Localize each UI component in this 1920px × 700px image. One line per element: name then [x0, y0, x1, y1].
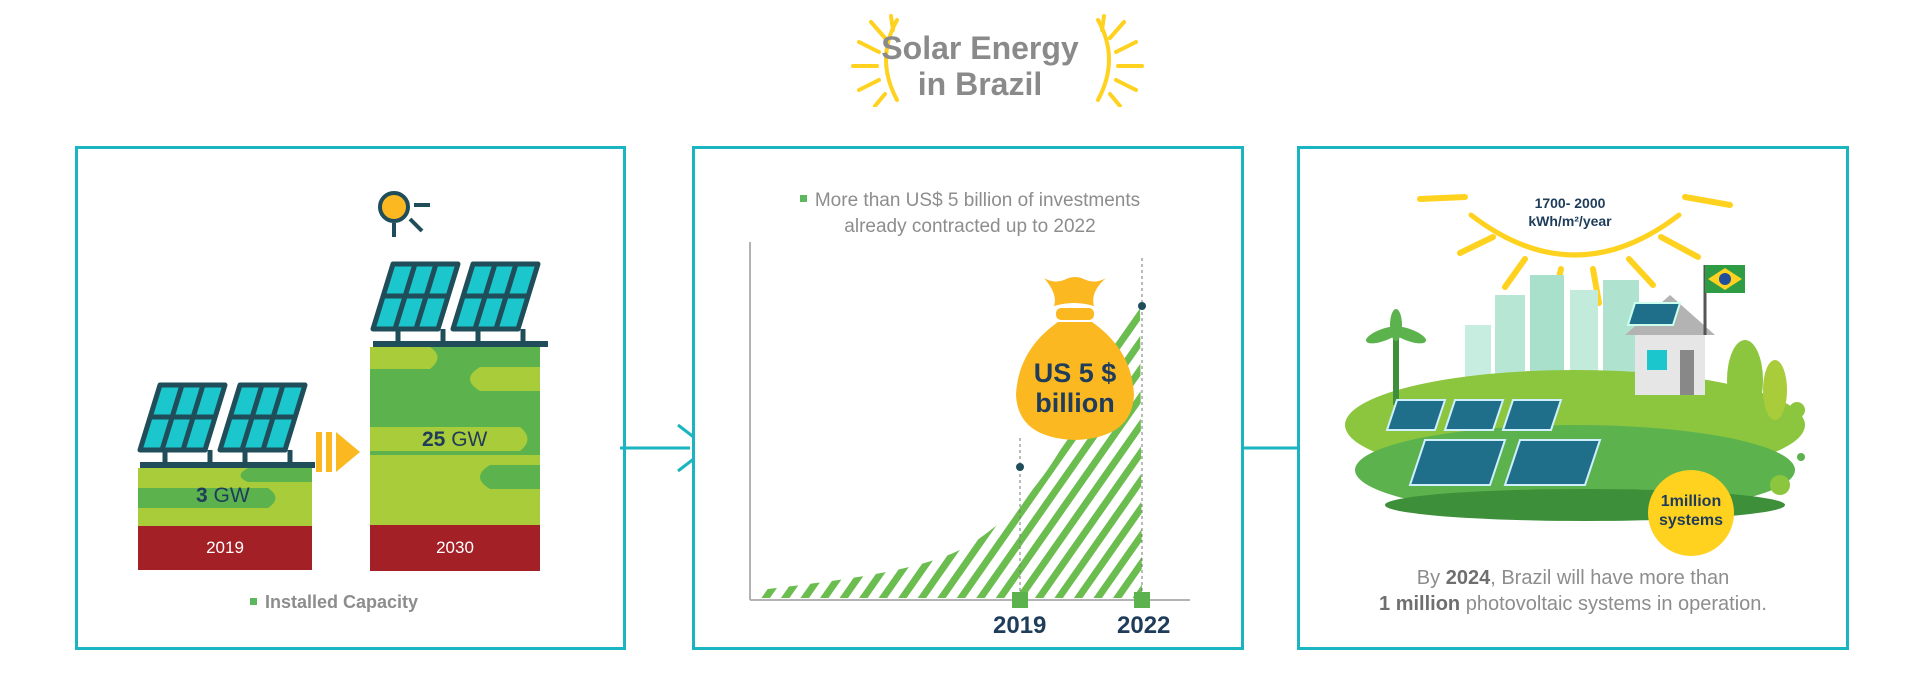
- investment-chart: [749, 242, 1190, 608]
- systems-line-2: systems: [1658, 512, 1724, 529]
- systems-description-line-2: 1 million photovoltaic systems in operat…: [1300, 591, 1846, 617]
- bar-2030-value: 25 GW: [422, 428, 487, 452]
- systems-description: By 2024, Brazil will have more than 1 mi…: [1300, 565, 1846, 617]
- desc-bold: 1 million: [1379, 593, 1461, 615]
- money-line-1: US 5 $: [1033, 358, 1117, 388]
- desc-end: photovoltaic systems in operation.: [1460, 593, 1767, 615]
- title-line-1: Solar Energy: [881, 30, 1079, 66]
- x-tick-2019: 2019: [993, 612, 1047, 639]
- bar-2030-value-number: 25: [422, 428, 446, 451]
- irradiation-line-1: 1700- 2000: [1534, 195, 1606, 211]
- irradiation-line-2: kWh/m²/year: [1528, 213, 1612, 229]
- bar-2019-unit: GW: [213, 484, 250, 507]
- brazil-flag-icon: [1705, 265, 1745, 293]
- solar-city-illustration: [1345, 194, 1805, 521]
- systems-badge: [1648, 470, 1734, 556]
- investment-caption-line-2: already contracted up to 2022: [844, 216, 1096, 237]
- caption-bullet-icon: [799, 195, 807, 203]
- investment-caption-line-1: More than US$ 5 billion of investments: [770, 188, 1170, 214]
- caption-bullet-icon: [250, 597, 257, 605]
- money-line-2: billion: [1035, 388, 1115, 418]
- bar-2030-fill: [370, 347, 540, 525]
- bar-2030-unit: GW: [451, 428, 488, 451]
- money-bag-label: US 5 $ billion: [1010, 358, 1140, 418]
- systems-badge-text: 1million systems: [1648, 492, 1734, 530]
- bar-2019-fill: [138, 468, 312, 526]
- bar-2019-value-number: 3: [196, 484, 208, 507]
- title-sun-left-icon: [851, 14, 899, 107]
- solar-panel-icon: [137, 382, 315, 468]
- arrow-icon: [316, 432, 360, 472]
- bar-2019-year: 2019: [138, 526, 312, 570]
- bar-2019-value: 3 GW: [196, 484, 250, 508]
- page-title: Solar Energy in Brazil: [880, 30, 1080, 102]
- investment-caption: More than US$ 5 billion of investments a…: [770, 188, 1170, 240]
- systems-description-line-1: By 2024, Brazil will have more than: [1300, 565, 1846, 591]
- investment-caption-text-1: More than US$ 5 billion of investments: [814, 190, 1141, 211]
- desc-mid: , Brazil will have more than: [1490, 567, 1730, 589]
- irradiation-label: 1700- 2000 kWh/m²/year: [1510, 194, 1630, 230]
- systems-line-1: 1million: [1660, 493, 1722, 510]
- sun-icon: [378, 191, 430, 237]
- desc-pre: By: [1416, 567, 1446, 589]
- title-sun-right-icon: [1096, 14, 1144, 107]
- solar-panel-icon: [370, 261, 548, 347]
- x-tick-2022: 2022: [1117, 612, 1171, 639]
- installed-capacity-caption: Installed Capacity: [250, 592, 418, 613]
- bar-2030-year: 2030: [370, 525, 540, 571]
- money-bag-icon: [1016, 277, 1134, 440]
- title-line-2: in Brazil: [917, 66, 1043, 102]
- desc-year: 2024: [1445, 567, 1491, 589]
- installed-capacity-label: Installed Capacity: [265, 592, 419, 612]
